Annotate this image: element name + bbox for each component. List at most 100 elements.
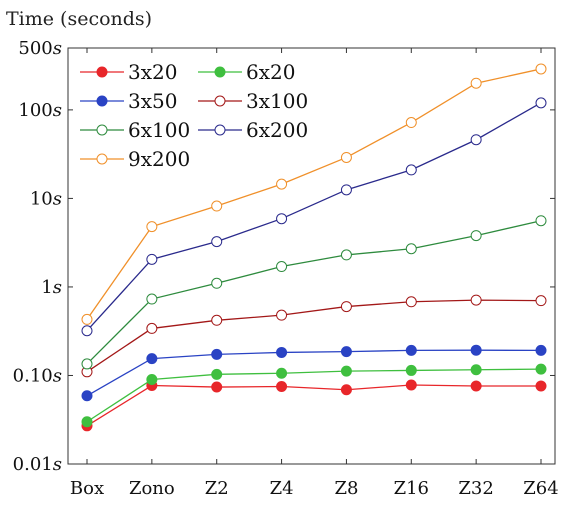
series-3x20	[81, 379, 547, 432]
series-line-3x100	[86, 299, 542, 373]
x-tick-label-z32: Z32	[458, 478, 493, 499]
point-6x20-z4	[276, 367, 288, 379]
y-tick-label-2: 1s	[41, 277, 62, 298]
legend-label-6x20: 6x20	[246, 60, 295, 84]
point-6x100-z64	[535, 215, 547, 227]
point-3x50-zono	[146, 353, 158, 365]
legend-marker-9x200	[96, 153, 108, 165]
legend-marker-3x50	[96, 95, 108, 107]
series-6x200	[81, 97, 547, 337]
y-tick-label-4: 100s	[18, 100, 62, 121]
y-tick-label-0: 0.01s	[13, 454, 62, 475]
series-line-6x200	[86, 102, 542, 332]
point-3x100-z8	[340, 301, 352, 313]
legend-marker-6x200	[214, 124, 226, 136]
point-6x200-zono	[146, 253, 158, 265]
point-9x200-z4	[276, 178, 288, 190]
point-3x100-z2	[211, 314, 223, 326]
series-6x100	[81, 215, 547, 370]
y-tick-label-5: 500s	[18, 38, 62, 59]
point-6x20-z32	[470, 364, 482, 376]
legend: 3x20 6x20 3x50 3x100 6x100 6x200 9x200	[80, 60, 308, 171]
point-3x100-z16	[405, 296, 417, 308]
point-3x50-z32	[470, 344, 482, 356]
y-tick-label-3: 10s	[30, 188, 62, 209]
point-3x50-z64	[535, 344, 547, 356]
point-6x200-z16	[405, 164, 417, 176]
point-9x200-z2	[211, 200, 223, 212]
point-3x20-z4	[276, 381, 288, 393]
point-9x200-z32	[470, 77, 482, 89]
point-3x100-z4	[276, 309, 288, 321]
series-3x100	[81, 294, 547, 378]
x-tick-label-z16: Z16	[394, 478, 429, 499]
series-line-3x50	[86, 349, 542, 397]
point-6x100-z16	[405, 243, 417, 255]
point-3x50-z2	[211, 348, 223, 360]
series-3x50	[81, 344, 547, 402]
point-6x200-box	[81, 325, 93, 337]
series-line-6x100	[86, 220, 542, 365]
point-3x50-z16	[405, 344, 417, 356]
legend-item-3x20: 3x20	[80, 60, 177, 84]
y-tick-label-1: 0.10s	[13, 365, 62, 386]
point-3x50-z8	[340, 346, 352, 358]
legend-label-9x200: 9x200	[128, 147, 190, 171]
y-axis: 0.01s 0.10s 1s 10s 100s 500s	[13, 38, 555, 475]
point-6x20-z2	[211, 368, 223, 380]
legend-label-6x200: 6x200	[246, 118, 308, 142]
x-axis: Box Zono Z2 Z4 Z8 Z16 Z32 Z64	[70, 48, 559, 499]
point-6x100-z2	[211, 277, 223, 289]
point-6x20-z64	[535, 363, 547, 375]
point-9x200-zono	[146, 221, 158, 233]
series-line-6x20	[86, 368, 542, 423]
x-tick-label-zono: Zono	[129, 478, 175, 499]
legend-item-6x200: 6x200	[198, 118, 308, 142]
point-9x200-box	[81, 313, 93, 325]
point-3x20-z2	[211, 381, 223, 393]
x-tick-label-box: Box	[70, 478, 104, 499]
point-6x100-z32	[470, 230, 482, 242]
point-3x20-z32	[470, 380, 482, 392]
point-3x20-z16	[405, 379, 417, 391]
legend-item-9x200: 9x200	[80, 147, 190, 171]
point-6x100-zono	[146, 293, 158, 305]
point-3x100-z64	[535, 295, 547, 307]
point-6x20-z8	[340, 365, 352, 377]
point-9x200-z8	[340, 151, 352, 163]
point-3x100-zono	[146, 322, 158, 334]
point-6x200-z32	[470, 134, 482, 146]
point-3x20-z64	[535, 380, 547, 392]
point-6x20-z16	[405, 364, 417, 376]
legend-label-3x20: 3x20	[128, 60, 177, 84]
legend-item-3x50: 3x50	[80, 89, 177, 113]
series-line-9x200	[86, 68, 542, 320]
legend-marker-6x100	[96, 124, 108, 136]
x-tick-label-z8: Z8	[334, 478, 358, 499]
x-tick-label-z2: Z2	[205, 478, 229, 499]
legend-marker-6x20	[214, 66, 226, 78]
x-tick-label-z4: Z4	[270, 478, 294, 499]
point-9x200-z64	[535, 63, 547, 75]
series-9x200	[81, 63, 547, 325]
series-layer	[81, 63, 547, 432]
legend-label-3x50: 3x50	[128, 89, 177, 113]
series-line-3x20	[86, 384, 541, 427]
point-6x100-z4	[276, 261, 288, 273]
point-3x50-box	[81, 390, 93, 402]
point-6x200-z8	[340, 184, 352, 196]
legend-item-6x20: 6x20	[198, 60, 295, 84]
legend-label-6x100: 6x100	[128, 118, 190, 142]
point-6x20-box	[81, 416, 93, 428]
legend-label-3x100: 3x100	[246, 89, 308, 113]
point-3x20-z8	[340, 384, 352, 396]
point-6x200-z64	[535, 97, 547, 109]
legend-marker-3x20	[96, 66, 108, 78]
point-3x50-z4	[276, 346, 288, 358]
point-6x200-z4	[276, 213, 288, 225]
point-6x100-box	[81, 358, 93, 370]
plot-frame	[67, 47, 556, 465]
series-6x20	[81, 363, 547, 428]
legend-item-6x100: 6x100	[80, 118, 190, 142]
